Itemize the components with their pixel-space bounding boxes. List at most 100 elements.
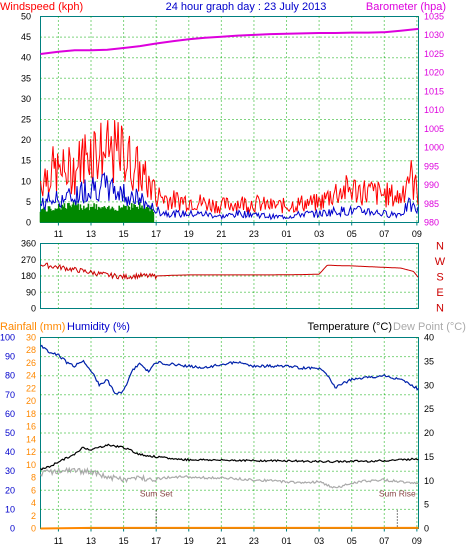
temperature-tick-label: 40	[424, 333, 434, 343]
windspeed-tick-label: 45	[21, 32, 31, 42]
temperature-tick-label: 10	[424, 476, 434, 486]
x-tick-label: 13	[86, 229, 96, 239]
barometer-tick-label: 1000	[424, 143, 444, 153]
barometer-line	[40, 27, 419, 55]
humidity-tick-label: 80	[5, 371, 15, 381]
rain-tick-label: 24	[26, 371, 36, 381]
temperature-tick-label: 30	[424, 380, 434, 390]
x-tick-label: 09	[412, 536, 422, 546]
temperature-tick-label: 25	[424, 404, 434, 414]
compass-label: S	[436, 272, 443, 284]
x-tick-label: 09	[412, 229, 422, 239]
direction-tick-label: 90	[26, 287, 36, 297]
rainfall-line	[40, 526, 419, 530]
direction-grid	[40, 243, 419, 309]
humidity-grid	[40, 337, 419, 529]
barometer-label: Barometer (hpa)	[366, 1, 446, 13]
x-tick-label: 11	[54, 536, 63, 546]
temperature-label: Temperature (°C)	[308, 321, 392, 333]
rain-tick-label: 14	[26, 434, 36, 444]
rain-tick-label: 20	[26, 396, 36, 406]
temperature-tick-label: 35	[424, 356, 434, 366]
humidity-tick-label: 70	[5, 390, 15, 400]
x-tick-label: 07	[379, 229, 389, 239]
direction-tick-label: 180	[21, 271, 36, 281]
sun-annotation-label: Sum Rise	[379, 489, 416, 499]
humidity-tick-label: 20	[5, 485, 15, 495]
x-tick-label: 07	[379, 536, 389, 546]
wind-speed-line	[40, 171, 419, 221]
humidity-line	[40, 344, 419, 395]
sun-annotation-label: Sum Set	[140, 489, 173, 499]
compass-label: E	[436, 287, 443, 299]
temperature-tick-label: 20	[424, 428, 434, 438]
humidity-tick-label: 50	[5, 428, 15, 438]
wind-grid	[40, 16, 419, 223]
humidity-tick-label: 90	[5, 352, 15, 362]
dew-point-line	[40, 466, 419, 489]
wind-x-ticks: 11 13 15 17 19 21 23 01 03 05 07 09	[54, 222, 422, 239]
humidity-lines	[40, 344, 419, 530]
windspeed-tick-label: 35	[21, 73, 31, 83]
temperature-tick-label: 15	[424, 452, 434, 462]
direction-tick-label: 0	[31, 304, 36, 314]
x-tick-label: 03	[314, 229, 324, 239]
humidity-tick-label: 100	[0, 333, 15, 343]
x-tick-label: 23	[249, 229, 259, 239]
x-tick-label: 01	[282, 229, 292, 239]
x-tick-label: 05	[347, 229, 357, 239]
x-tick-label: 23	[249, 536, 259, 546]
humidity-tick-label: 10	[5, 504, 15, 514]
direction-line	[40, 262, 419, 281]
rain-tick-label: 26	[26, 358, 36, 368]
barometer-tick-label: 985	[424, 199, 439, 209]
rain-tick-label: 30	[26, 333, 36, 343]
barometer-tick-label: 1025	[424, 49, 444, 59]
x-tick-label: 11	[54, 229, 63, 239]
direction-ticks: 0 90 180 270 360	[21, 239, 36, 314]
barometer-tick-label: 980	[424, 218, 439, 228]
rain-tick-label: 0	[31, 524, 36, 534]
rain-tick-label: 10	[26, 460, 36, 470]
barometer-tick-label: 1010	[424, 105, 444, 115]
windspeed-tick-label: 10	[21, 176, 31, 186]
chart-title: 24 hour graph day : 23 July 2013	[166, 1, 327, 13]
rain-tick-label: 22	[26, 383, 36, 393]
rain-tick-label: 12	[26, 447, 36, 457]
humidity-ticks: 0 10 20 30 40 50 60 70 80 90 100	[0, 333, 15, 534]
barometer-tick-label: 1035	[424, 12, 444, 22]
windspeed-tick-label: 5	[26, 197, 31, 207]
x-tick-label: 03	[314, 536, 324, 546]
x-tick-label: 13	[86, 536, 96, 546]
rain-tick-label: 2	[31, 511, 36, 521]
rain-tick-label: 18	[26, 409, 36, 419]
windspeed-tick-label: 40	[21, 53, 31, 63]
barometer-tick-label: 995	[424, 161, 439, 171]
compass-label: W	[435, 256, 446, 268]
barometer-tick-label: 1005	[424, 124, 444, 134]
temperature-tick-label: 5	[424, 500, 429, 510]
barometer-ticks: 980 985 990 995 1000 1005 1010 1015 1020 1025 1030…	[424, 12, 444, 228]
rain-tick-label: 16	[26, 422, 36, 432]
x-tick-label: 21	[216, 536, 226, 546]
wind-panel: Windspeed (kph) 24 hour graph day : 23 J…	[0, 1, 446, 239]
direction-lines	[40, 262, 419, 281]
windspeed-tick-label: 0	[26, 218, 31, 228]
windspeed-tick-label: 50	[21, 12, 31, 22]
dew-point-label: Dew Point (°C)	[393, 321, 466, 333]
temperature-tick-label: 0	[424, 524, 429, 534]
direction-tick-label: 360	[21, 239, 36, 249]
x-tick-label: 19	[184, 229, 194, 239]
humidity-label: Humidity (%)	[67, 321, 130, 333]
rainfall-label: Rainfall (mm)	[0, 321, 65, 333]
humidity-tick-label: 40	[5, 447, 15, 457]
humidity-tick-label: 60	[5, 409, 15, 419]
direction-tick-label: 270	[21, 255, 36, 265]
barometer-tick-label: 1030	[424, 30, 444, 40]
sun-annotations: Sum Set Sum Rise	[140, 489, 416, 529]
x-tick-label: 01	[282, 536, 292, 546]
barometer-tick-label: 1020	[424, 68, 444, 78]
x-tick-label: 19	[184, 536, 194, 546]
